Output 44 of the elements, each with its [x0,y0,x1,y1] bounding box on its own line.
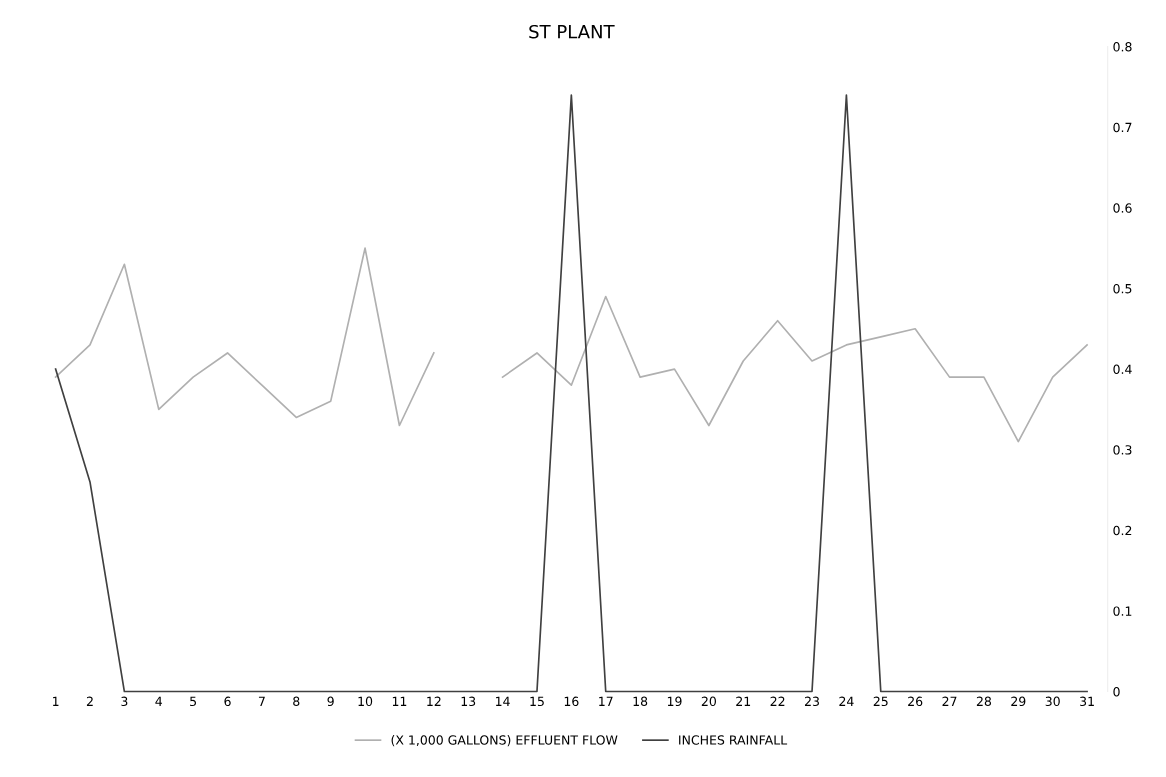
x-tick-label: 18 [633,696,648,707]
y-tick-label: 0.1 [1113,606,1132,616]
x-tick-label: 19 [667,696,682,707]
x-tick-label: 9 [327,696,334,707]
legend-label: (X 1,000 GALLONS) EFFLUENT FLOW [391,735,618,747]
x-tick-label: 6 [224,696,231,707]
x-tick-label: 14 [496,696,510,706]
y-tick-label: 0.4 [1113,364,1132,374]
x-tick-label: 7 [258,696,265,706]
y-tick-label: 0.7 [1113,122,1132,133]
x-tick-label: 21 [736,696,751,706]
x-tick-label: 3 [121,696,128,707]
x-tick-label: 27 [942,696,957,706]
y-tick-label: 0.8 [1113,42,1132,52]
x-tick-label: 13 [461,696,476,707]
x-tick-label: 22 [770,696,785,706]
x-tick-label: 10 [358,696,373,707]
x-tick-label: 31 [1080,696,1094,707]
x-tick-label: 1 [53,696,59,706]
chart-title: ST PLANT [529,24,615,39]
y-tick-label: 0.3 [1113,445,1132,455]
y-tick-label: 0.6 [1113,203,1132,213]
x-tick-label: 29 [1011,696,1026,707]
x-tick-label: 17 [599,696,613,706]
y-tick-label: 0.2 [1113,525,1132,536]
x-tick-label: 26 [908,696,923,707]
x-tick-label: 24 [839,696,854,706]
y-tick-label: 0 [1113,687,1120,697]
legend-label: INCHES RAINFALL [679,735,788,745]
x-tick-label: 28 [976,696,992,707]
x-tick-label: 20 [701,696,716,707]
x-tick-label: 12 [427,696,441,706]
x-tick-label: 23 [804,696,819,707]
x-tick-label: 30 [1045,696,1060,707]
x-tick-label: 16 [564,696,579,707]
x-tick-label: 8 [293,696,300,707]
x-tick-label: 4 [155,696,163,706]
x-tick-label: 25 [873,696,888,707]
x-tick-label: 15 [530,696,544,707]
y-tick-label: 0.5 [1113,283,1132,294]
line-series [54,94,1088,693]
x-tick-label: 5 [190,696,197,707]
x-tick-label: 2 [86,696,93,706]
x-tick-label: 11 [392,696,407,706]
